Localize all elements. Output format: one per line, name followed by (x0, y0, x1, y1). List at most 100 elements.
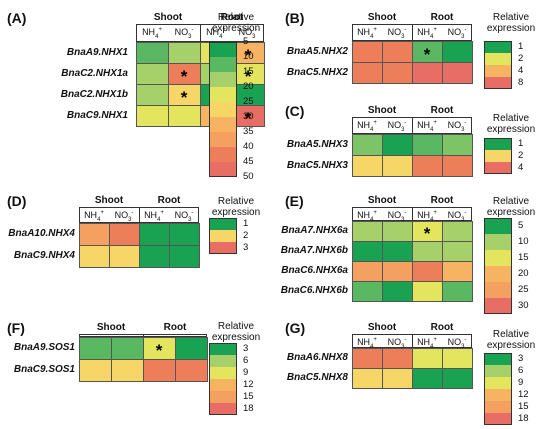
legend-swatch (484, 401, 512, 413)
legend-tick-label: 30 (518, 300, 529, 311)
legend-frame (484, 41, 512, 89)
heatmap-cell (79, 223, 110, 246)
panel-label: (G) (285, 320, 306, 336)
heatmap-cell (382, 368, 413, 389)
legend-swatch (209, 379, 237, 391)
column-header: NO3- (387, 337, 407, 350)
legend-tick-label: 5 (243, 36, 249, 47)
heatmap-cell (412, 281, 443, 302)
legend-swatch (484, 218, 512, 234)
heatmap-cell (169, 223, 200, 246)
column-header: NO3- (387, 120, 407, 133)
heatmap-cell (442, 41, 473, 63)
gene-label: BnaC9.NHX4 (13, 250, 75, 261)
heatmap-cell (352, 261, 383, 282)
heatmap-cell (442, 241, 473, 262)
heatmap-cell (136, 84, 169, 106)
legend-tick-label: 30 (243, 111, 254, 122)
legend-swatch (484, 282, 512, 298)
column-header: NH4+ (357, 210, 377, 223)
heatmap-cell (382, 134, 413, 156)
legend-swatch (484, 365, 512, 377)
heatmap-cell (79, 337, 112, 360)
heatmap-cell (352, 368, 383, 389)
significance-star: * (180, 87, 188, 107)
column-header: NH4+ (142, 27, 162, 40)
header-divider (412, 207, 413, 221)
panel-label: (A) (7, 10, 27, 26)
header-divider (412, 24, 413, 41)
heatmap-cell (412, 62, 443, 84)
gene-label: BnaA7.NHX6a (281, 225, 348, 236)
heatmap-cell (79, 359, 112, 382)
legend-tick-label: 40 (243, 141, 254, 152)
column-header: NH4+ (417, 337, 437, 350)
legend-swatch (484, 77, 512, 89)
legend-title: Relative expression (486, 113, 536, 135)
gene-label: BnaC2.NHX1b (60, 88, 128, 100)
group-header: Shoot (153, 12, 183, 23)
legend-swatch (484, 413, 512, 425)
heatmap-cell (412, 155, 443, 177)
legend-swatch (209, 343, 237, 355)
column-header: NO3- (174, 210, 194, 223)
heatmap-cell (352, 281, 383, 302)
significance-star: * (180, 66, 188, 86)
legend-frame (484, 138, 512, 174)
group-header: Root (430, 12, 454, 23)
legend-swatch (209, 72, 237, 87)
legend-tick-label: 6 (243, 355, 249, 366)
heatmap-cell (412, 241, 443, 262)
heatmap-cell (352, 62, 383, 84)
group-header: Shoot (367, 105, 397, 116)
heatmap-cell (111, 359, 144, 382)
gene-label: BnaA6.NHX8 (286, 352, 348, 363)
header-divider (412, 334, 413, 348)
heatmap-cell (412, 368, 443, 389)
legend-tick-label: 25 (518, 284, 529, 295)
legend-tick-label: 10 (518, 236, 529, 247)
heatmap-cell (442, 155, 473, 177)
group-header: Root (430, 105, 454, 116)
column-header: NO3- (387, 210, 407, 223)
group-header: Root (220, 12, 244, 23)
group-header: Shoot (367, 195, 397, 206)
legend-frame (209, 218, 237, 254)
legend-tick-label: 9 (518, 377, 524, 388)
column-header: NH4+ (417, 210, 437, 223)
legend-swatch (484, 353, 512, 365)
group-header: Shoot (94, 195, 124, 206)
heatmap-cell (111, 337, 144, 360)
legend-swatch (484, 41, 512, 53)
legend-swatch (209, 117, 237, 132)
column-header: NO3- (447, 27, 467, 40)
legend-title: Relative expression (211, 196, 261, 218)
heatmap-cell (79, 245, 110, 268)
column-header: NH4+ (417, 120, 437, 133)
heatmap-cell (168, 105, 201, 127)
legend-tick-label: 4 (518, 65, 524, 76)
legend-swatch (209, 230, 237, 242)
legend-tick-label: 8 (518, 77, 524, 88)
heatmap-cell (169, 245, 200, 268)
legend-swatch (484, 162, 512, 174)
header-divider (139, 207, 140, 223)
legend-frame (484, 353, 512, 425)
gene-label: BnaC2.NHX1a (61, 67, 128, 79)
heatmap-cell (442, 368, 473, 389)
legend-swatch (484, 138, 512, 150)
legend-swatch (209, 87, 237, 102)
legend-tick-label: 3 (518, 353, 524, 364)
group-header: Root (157, 195, 181, 206)
significance-star: * (423, 44, 431, 64)
legend-tick-label: 3 (243, 242, 249, 253)
legend-tick-label: 15 (518, 252, 529, 263)
group-header: Shoot (367, 322, 397, 333)
column-header: NH4+ (206, 27, 226, 40)
legend-swatch (209, 162, 237, 177)
heatmap-cell (442, 221, 473, 242)
legend-tick-label: 20 (243, 81, 254, 92)
legend-swatch (484, 389, 512, 401)
heatmap-cell (442, 281, 473, 302)
heatmap-cell (352, 348, 383, 369)
